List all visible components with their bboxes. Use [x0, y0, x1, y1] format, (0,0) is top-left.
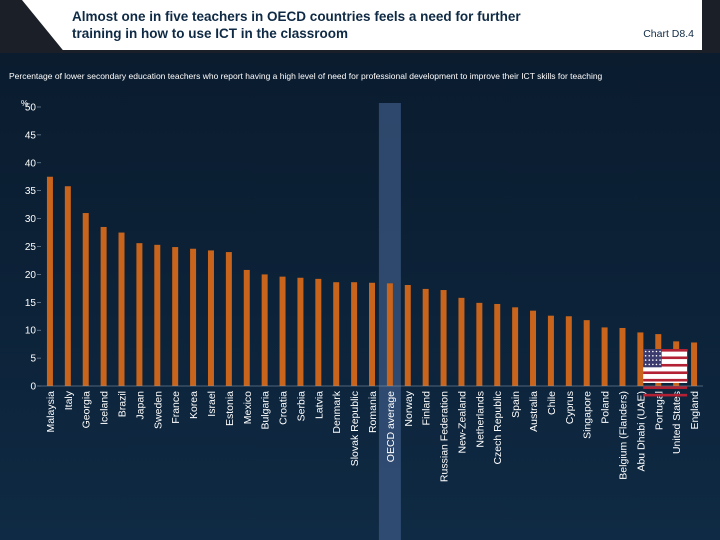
bar — [440, 290, 447, 386]
bar — [404, 285, 411, 386]
category-label: Croatia — [278, 391, 290, 425]
bar — [297, 277, 304, 386]
bar — [136, 243, 143, 386]
bar — [225, 252, 232, 386]
category-label: United States — [671, 391, 683, 454]
bar — [64, 186, 71, 386]
y-tick-label: 25 — [25, 242, 37, 253]
y-axis-unit-label: % — [21, 99, 28, 108]
category-label: Sweden — [152, 391, 164, 429]
category-label: Estonia — [224, 391, 236, 426]
category-label: Latvia — [313, 391, 325, 419]
category-label: Norway — [403, 390, 415, 426]
category-label: Mexico — [242, 391, 254, 424]
bar — [351, 282, 358, 386]
category-label: Israel — [206, 391, 218, 417]
bar — [172, 247, 179, 386]
bar — [565, 316, 572, 386]
category-label: Netherlands — [474, 391, 486, 448]
bar — [100, 226, 107, 386]
y-tick-label: 0 — [30, 382, 36, 393]
category-label: Denmark — [331, 390, 343, 433]
bar — [333, 282, 340, 386]
category-label: Korea — [188, 391, 200, 419]
bar — [261, 274, 268, 386]
category-label: Italy — [63, 390, 75, 410]
header-box — [22, 0, 702, 50]
us-flag-icon — [643, 349, 688, 397]
bar — [601, 327, 608, 386]
bar — [315, 278, 322, 386]
bar — [243, 269, 250, 386]
category-label: Japan — [134, 391, 146, 420]
bar — [422, 288, 429, 386]
category-label: Georgia — [81, 391, 93, 429]
bar — [190, 248, 197, 386]
bar — [619, 327, 626, 386]
page-title: Almost one in five teachers in OECD coun… — [72, 9, 521, 41]
bar — [530, 310, 537, 386]
bar — [118, 232, 125, 386]
y-tick-label: 30 — [25, 214, 37, 225]
category-label: Malaysia — [45, 391, 57, 433]
bar — [207, 250, 214, 386]
bar — [476, 302, 483, 386]
category-label: Finland — [421, 391, 433, 426]
category-label: Singapore — [582, 391, 594, 439]
bar — [547, 315, 554, 386]
bar — [637, 332, 644, 386]
bar — [494, 303, 501, 386]
bar — [512, 307, 519, 386]
y-tick-label: 5 — [30, 354, 36, 365]
y-tick-label: 10 — [25, 326, 37, 337]
category-label: Spain — [510, 391, 522, 418]
bar — [691, 342, 698, 386]
bar — [386, 283, 393, 386]
category-label: Cyprus — [564, 391, 576, 424]
category-label: Belgium (Flanders) — [617, 391, 629, 480]
category-label: Iceland — [99, 391, 111, 425]
category-label: Poland — [600, 391, 612, 424]
bar — [583, 320, 590, 386]
bar — [279, 276, 286, 386]
category-label: OECD average — [385, 391, 397, 462]
bar — [82, 213, 89, 386]
category-label: Australia — [528, 391, 540, 432]
bar — [369, 282, 375, 386]
y-tick-label: 40 — [25, 158, 37, 169]
y-tick-label: 15 — [25, 298, 37, 309]
y-tick-label: 45 — [25, 130, 37, 141]
category-label: Russian Federation — [439, 391, 451, 482]
bar — [154, 244, 161, 386]
category-label: England — [689, 391, 701, 430]
category-label: Bulgaria — [260, 391, 272, 430]
y-tick-label: 20 — [25, 270, 37, 281]
category-label: Czech Republic — [492, 391, 504, 465]
category-label: New-Zealand — [456, 391, 468, 454]
chart-subtitle: Percentage of lower secondary education … — [9, 71, 603, 81]
category-label: Chile — [546, 391, 558, 415]
bar — [46, 176, 53, 386]
category-label: Slovak Republic — [349, 391, 361, 466]
chart-number-label: Chart D8.4 — [643, 28, 694, 40]
category-label: Serbia — [295, 391, 307, 422]
category-label: France — [170, 391, 182, 424]
category-label: Romania — [367, 391, 379, 433]
y-tick-label: 35 — [25, 186, 37, 197]
category-label: Brazil — [117, 391, 129, 417]
y-tick-label: 50 — [25, 103, 37, 114]
category-label: Portugal — [653, 391, 665, 430]
bar — [458, 297, 465, 386]
category-label: Abu Dhabi (UAE) — [635, 391, 647, 472]
